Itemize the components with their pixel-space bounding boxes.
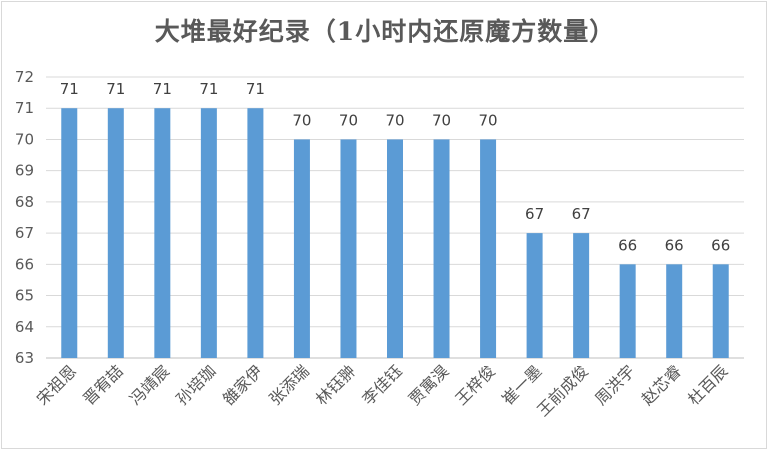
y-tick-label: 69 xyxy=(15,162,34,180)
data-label: 71 xyxy=(106,80,125,98)
x-tick-label: 王前成俊 xyxy=(533,361,592,420)
x-tick-label: 赵芯睿 xyxy=(638,361,685,408)
bar xyxy=(107,108,124,358)
data-label: 71 xyxy=(199,80,218,98)
bar xyxy=(293,139,310,358)
x-tick-label: 王梓俊 xyxy=(452,361,499,408)
data-label: 66 xyxy=(711,236,730,254)
bar xyxy=(480,139,497,358)
y-tick-label: 71 xyxy=(15,99,34,117)
data-label: 66 xyxy=(665,236,684,254)
data-label: 70 xyxy=(432,111,451,129)
data-label: 70 xyxy=(292,111,311,129)
data-label: 67 xyxy=(572,205,591,223)
data-label: 71 xyxy=(153,80,172,98)
data-label: 70 xyxy=(339,111,358,129)
data-labels: 71 71 71 71 71 70 70 70 70 70 67 67 66 66 66 xyxy=(60,80,731,254)
x-tick-label: 雒家伊 xyxy=(219,361,266,408)
data-label: 70 xyxy=(385,111,404,129)
x-tick-label: 晋宥喆 xyxy=(79,361,126,408)
y-tick-label: 64 xyxy=(15,318,34,336)
y-tick-label: 65 xyxy=(15,287,34,305)
x-tick-label: 杜百辰 xyxy=(684,361,731,408)
y-axis: 63 64 65 66 67 68 69 70 71 72 xyxy=(15,68,34,367)
bar xyxy=(154,108,171,358)
x-tick-label: 张添瑞 xyxy=(265,361,312,408)
bar xyxy=(340,139,357,358)
y-tick-label: 68 xyxy=(15,193,34,211)
x-tick-label: 周洪宇 xyxy=(591,361,638,408)
x-tick-label: 冯靖宸 xyxy=(126,361,173,408)
y-tick-label: 67 xyxy=(15,224,34,242)
x-tick-label: 李佳钰 xyxy=(358,361,405,408)
data-label: 70 xyxy=(479,111,498,129)
data-label: 66 xyxy=(618,236,637,254)
bar xyxy=(712,264,729,358)
bar xyxy=(387,139,403,358)
chart-title: 大堆最好纪录（1小时内还原魔方数量） xyxy=(154,17,616,46)
x-tick-label: 孙培珈 xyxy=(172,361,219,408)
y-tick-label: 70 xyxy=(15,130,34,148)
y-tick-label: 66 xyxy=(15,255,34,273)
x-tick-label: 贾寓淏 xyxy=(405,361,452,408)
x-tick-label: 林钰翀 xyxy=(312,361,359,408)
bar xyxy=(247,108,264,358)
data-label: 67 xyxy=(525,205,544,223)
bar xyxy=(61,108,78,358)
y-tick-label: 72 xyxy=(15,68,34,86)
data-label: 71 xyxy=(246,80,265,98)
bars xyxy=(61,108,729,358)
bar xyxy=(433,139,450,358)
y-tick-label: 63 xyxy=(15,349,34,367)
bar xyxy=(573,233,590,358)
bar xyxy=(666,264,683,358)
data-label: 71 xyxy=(60,80,79,98)
bar xyxy=(619,264,636,358)
x-tick-label: 宋祖恩 xyxy=(33,361,80,408)
bar xyxy=(526,233,543,358)
bar xyxy=(200,108,217,358)
